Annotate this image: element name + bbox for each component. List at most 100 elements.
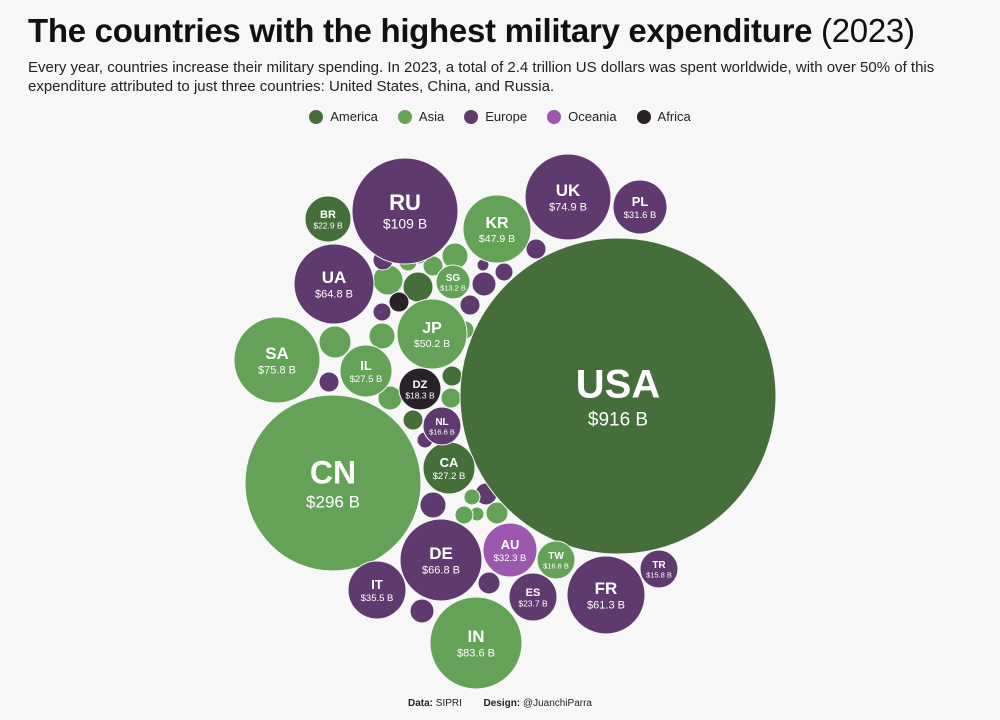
bubble-circle	[399, 518, 483, 602]
bubble-nl: NL$16.6 B	[422, 406, 462, 446]
footer-data-value: SIPRI	[435, 698, 462, 709]
legend-label: Oceania	[568, 109, 617, 124]
bubble-tw: TW$16.6 B	[536, 540, 576, 580]
bubble-code: KR	[485, 215, 509, 232]
bubble-value: $61.3 B	[587, 600, 625, 612]
bubble-ru: RU$109 B	[351, 157, 459, 265]
bubble-circle	[536, 540, 576, 580]
bubble-code: IN	[468, 627, 485, 646]
bubble-value: $64.8 B	[315, 289, 353, 301]
bubble-circle	[304, 195, 352, 243]
bubble-value: $18.3 B	[405, 390, 435, 400]
small-bubble	[419, 491, 447, 519]
bubble-pl: PL$31.6 B	[612, 179, 668, 235]
bubble-circle	[462, 194, 532, 264]
bubble-usa: USA $916 B	[459, 237, 777, 555]
bubble-value: $47.9 B	[479, 233, 515, 245]
small-bubble	[318, 325, 352, 359]
bubble-code: RU	[389, 190, 421, 215]
small-bubble	[372, 264, 404, 296]
chart-subtitle: Every year, countries increase their mil…	[28, 59, 935, 95]
bubble-circle	[482, 522, 538, 578]
bubble-in: IN $83.6 B	[429, 596, 523, 690]
bubble-code: PL	[632, 194, 649, 209]
legend-swatch	[309, 109, 324, 124]
bubble-fr: FR $61.3 B	[566, 555, 646, 635]
legend-swatch	[397, 109, 412, 124]
bubble-circle	[429, 596, 523, 690]
bubble-ca: CA$27.2 B	[422, 441, 476, 495]
legend-swatch	[547, 109, 562, 124]
bubble-code: IL	[360, 358, 372, 373]
bubble-circle	[244, 394, 422, 572]
bubble-value: $27.5 B	[350, 374, 383, 385]
legend-swatch	[464, 109, 479, 124]
bubble-code: IT	[371, 577, 383, 592]
bubble-value: $23.7 B	[518, 598, 548, 608]
bubble-code: CN	[310, 454, 356, 490]
bubble-kr: KR$47.9 B	[462, 194, 532, 264]
bubble-value: $13.2 B	[440, 283, 466, 292]
bubble-value: $74.9 B	[549, 202, 587, 214]
small-bubble	[463, 488, 481, 506]
bubble-code: SG	[446, 273, 461, 284]
bubble-code: NL	[435, 417, 448, 428]
bubble-tr: TR$15.8 B	[639, 549, 679, 589]
bubble-code: TR	[652, 560, 666, 571]
small-bubble	[471, 271, 497, 297]
bubble-it: IT$35.5 B	[347, 560, 407, 620]
bubble-br: BR$22.9 B	[304, 195, 352, 243]
bubble-circle	[639, 549, 679, 589]
chart-title: The countries with the highest military …	[28, 12, 915, 50]
bubble-circle	[339, 344, 393, 398]
footer: Data: SIPRI Design: @JuanchiParra	[0, 698, 1000, 709]
legend-label: Europe	[485, 109, 528, 124]
legend-item-america: America	[309, 109, 378, 124]
bubble-value: $16.6 B	[429, 427, 455, 436]
bubble-circle	[435, 264, 471, 300]
small-bubble	[525, 238, 547, 260]
footer-data-label: Data:	[407, 698, 433, 709]
bubble-code: UK	[556, 181, 581, 200]
bubble-value: $50.2 B	[414, 338, 450, 350]
bubble-circle	[396, 298, 468, 370]
small-bubble	[372, 302, 392, 322]
bubble-code: DZ	[413, 379, 428, 391]
bubble-circle	[508, 572, 558, 622]
small-bubble	[318, 371, 340, 393]
legend: America Asia Europe Oceania Africa	[0, 109, 1000, 124]
bubble-circle	[233, 316, 321, 404]
bubble-circle	[612, 179, 668, 235]
bubble-code: AU	[501, 537, 520, 552]
small-bubble	[409, 598, 435, 624]
bubble-circle	[347, 560, 407, 620]
bubble-code: SA	[265, 344, 289, 363]
footer-design-label: Design:	[483, 698, 521, 709]
bubble-value: $35.5 B	[361, 593, 394, 604]
bubble-value: $109 B	[383, 216, 427, 232]
bubble-value: $15.8 B	[646, 570, 672, 579]
bubble-circle	[566, 555, 646, 635]
legend-item-europe: Europe	[464, 109, 527, 124]
bubble-de: DE $66.8 B	[399, 518, 483, 602]
legend-item-asia: Asia	[397, 109, 444, 124]
bubble-value: $16.6 B	[543, 561, 569, 570]
legend-item-oceania: Oceania	[547, 109, 617, 124]
bubble-code: UA	[322, 268, 347, 287]
bubble-code: ES	[526, 587, 541, 599]
bubble-value: $83.6 B	[457, 648, 495, 660]
bubble-circle	[422, 406, 462, 446]
bubble-circle	[459, 237, 777, 555]
bubble-sg: SG$13.2 B	[435, 264, 471, 300]
bubble-code: TW	[548, 551, 564, 562]
bubble-sa: SA $75.8 B	[233, 316, 321, 404]
bubble-jp: JP$50.2 B	[396, 298, 468, 370]
chart-title-year: (2023)	[821, 12, 915, 49]
bubble-code: BR	[320, 209, 336, 221]
legend-item-africa: Africa	[636, 109, 691, 124]
bubble-value: $27.2 B	[433, 471, 466, 482]
legend-label: Africa	[657, 109, 691, 124]
bubble-dz: DZ$18.3 B	[398, 367, 442, 411]
small-bubble	[459, 294, 481, 316]
